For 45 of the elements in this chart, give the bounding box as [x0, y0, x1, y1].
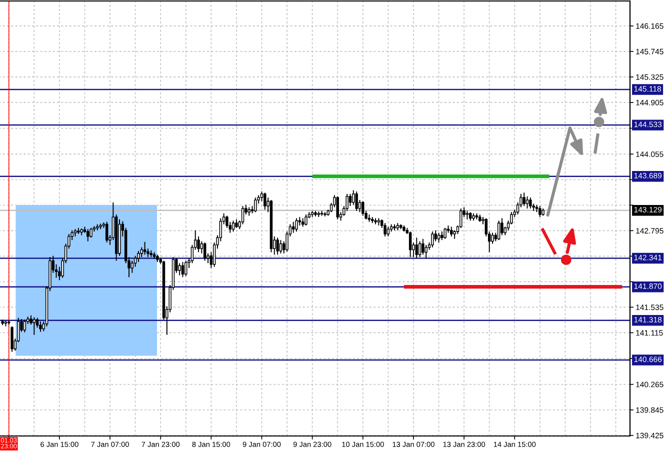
candlestick: [529, 197, 532, 209]
candlestick: [232, 220, 235, 232]
candlestick: [386, 226, 390, 237]
candlestick: [203, 242, 206, 262]
candlestick: [336, 196, 339, 220]
candlestick: [415, 237, 418, 259]
candlestick: [130, 260, 134, 274]
candlestick: [422, 238, 424, 256]
candlestick: [355, 190, 358, 212]
candlestick: [86, 228, 90, 242]
candlestick: [348, 193, 352, 207]
candlestick: [424, 244, 428, 259]
candlestick: [304, 214, 308, 226]
candlestick: [10, 326, 14, 352]
candlestick: [450, 226, 453, 237]
candlestick: [444, 227, 446, 240]
candlestick: [178, 262, 181, 276]
candlestick: [522, 192, 526, 207]
candlestick: [500, 218, 504, 236]
candlestick: [143, 241, 146, 256]
candlestick: [292, 221, 295, 234]
candlestick: [352, 190, 355, 206]
candlestick: [408, 231, 412, 258]
candlestick: [362, 200, 364, 216]
candlestick: [254, 197, 257, 213]
candlestick: [491, 232, 494, 244]
candlestick: [23, 319, 26, 333]
candlestick: [90, 227, 92, 238]
candlestick: [181, 261, 184, 278]
candlestick: [384, 222, 386, 237]
candlestick: [434, 230, 437, 242]
candlestick: [264, 192, 266, 210]
candlestick: [184, 260, 188, 276]
candlestick: [538, 206, 542, 218]
candlestick: [276, 237, 279, 256]
candlestick: [279, 240, 282, 254]
candlestick: [39, 320, 42, 332]
candlestick: [32, 316, 36, 336]
candlestick: [526, 196, 529, 209]
candlestick: [418, 240, 422, 258]
candlestick: [295, 218, 298, 232]
candlestick: [431, 231, 434, 248]
candlestick: [105, 221, 108, 243]
candlestick: [497, 220, 500, 241]
candlestick: [241, 206, 244, 225]
